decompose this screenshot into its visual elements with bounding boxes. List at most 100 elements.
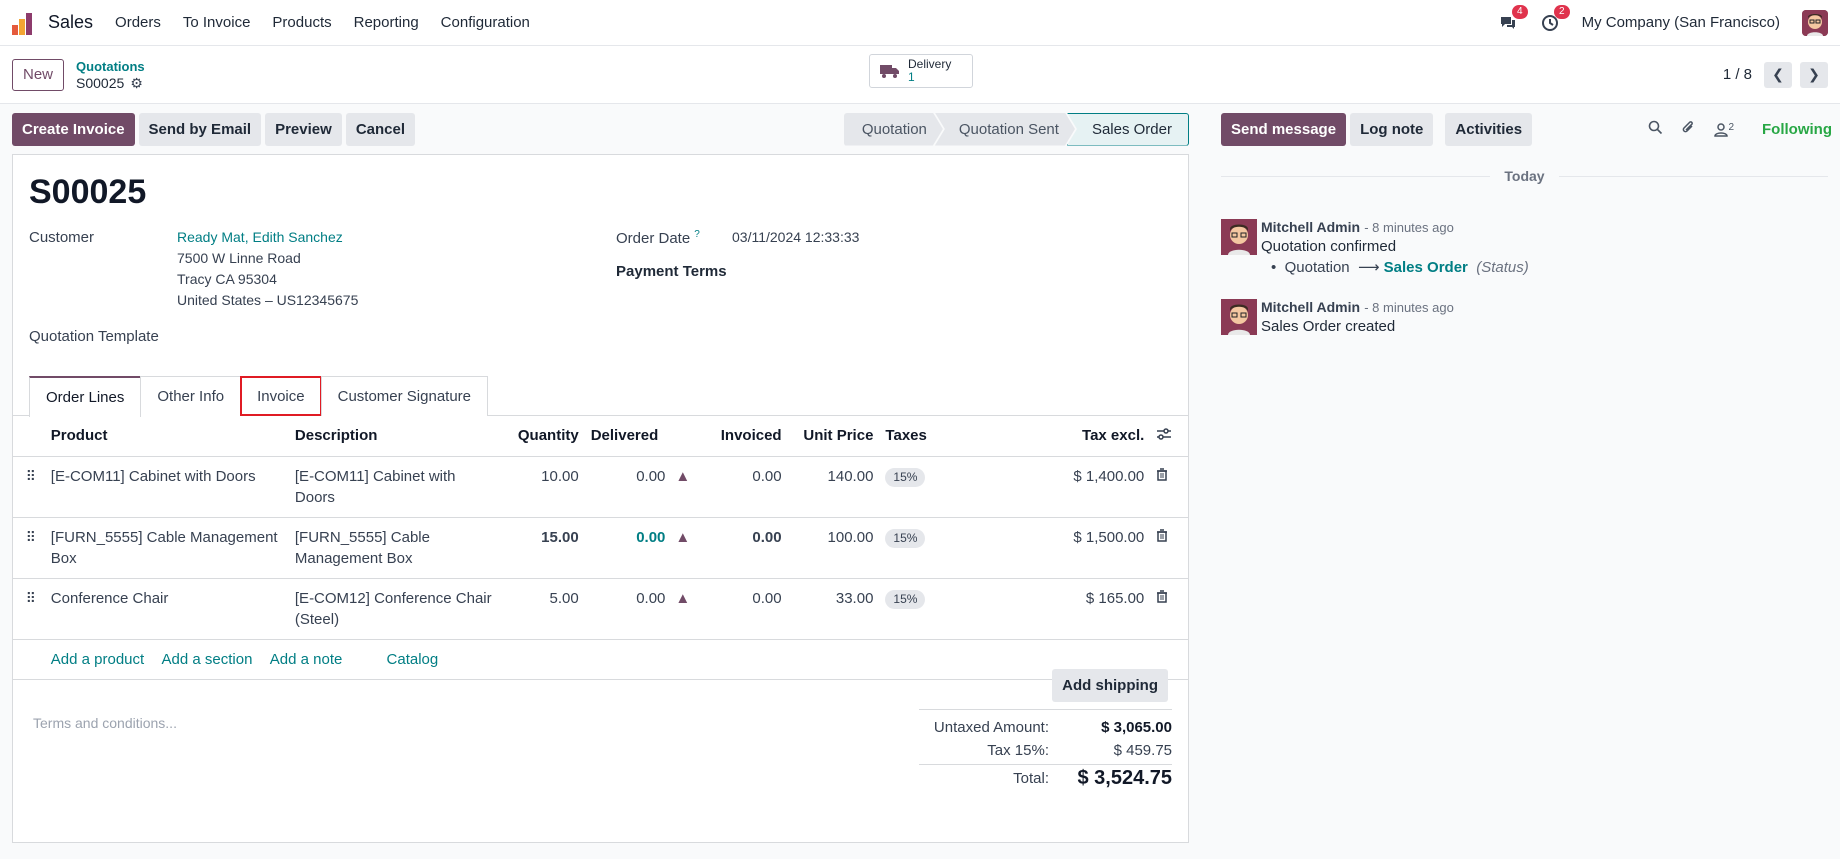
tab-order-lines[interactable]: Order Lines	[29, 376, 142, 417]
table-row[interactable]: ⠿ [FURN_5555] Cable Management Box [FURN…	[13, 517, 1188, 579]
trash-icon[interactable]	[1150, 578, 1188, 640]
line-quantity[interactable]: 5.00	[503, 578, 585, 640]
pager-next-icon[interactable]: ❯	[1800, 61, 1828, 88]
date-separator: Today	[1221, 164, 1828, 188]
line-unit-price[interactable]: 100.00	[787, 517, 880, 579]
pager-previous-icon[interactable]: ❮	[1764, 61, 1792, 88]
notebook-tabs: Order Lines Other Info Invoice Customer …	[29, 376, 1188, 417]
line-invoiced[interactable]: 0.00	[696, 517, 788, 579]
line-description[interactable]: [E-COM11] Cabinet with Doors	[288, 456, 504, 518]
sales-app-icon[interactable]	[12, 11, 38, 35]
line-taxes[interactable]: 15%	[879, 456, 969, 518]
col-unit-price[interactable]: Unit Price	[787, 416, 880, 457]
send-message-button[interactable]: Send message	[1221, 112, 1347, 146]
menu-orders[interactable]: Orders	[115, 14, 161, 31]
breadcrumb-quotations[interactable]: Quotations	[76, 58, 145, 74]
line-quantity[interactable]: 10.00	[503, 456, 585, 518]
line-delivered[interactable]: 0.00 ▲	[584, 578, 697, 640]
line-product[interactable]: [FURN_5555] Cable Management Box	[44, 517, 289, 579]
chatter-message: Mitchell Admin - 8 minutes ago Sales Ord…	[1221, 299, 1454, 337]
new-button[interactable]: New	[12, 58, 65, 91]
drag-handle-icon[interactable]: ⠿	[13, 517, 45, 579]
drag-handle-icon[interactable]: ⠿	[13, 578, 45, 640]
line-quantity[interactable]: 15.00	[503, 517, 585, 579]
stage-sales-order[interactable]: Sales Order	[1066, 112, 1189, 146]
add-shipping-button[interactable]: Add shipping	[1052, 669, 1168, 702]
breadcrumb-current-label: S00025	[76, 74, 125, 91]
forecast-graph-icon[interactable]: ▲	[675, 589, 691, 607]
line-description[interactable]: [FURN_5555] Cable Management Box	[288, 517, 504, 579]
tab-invoice[interactable]: Invoice	[240, 376, 322, 416]
menu-to-invoice[interactable]: To Invoice	[182, 14, 251, 31]
author-avatar[interactable]	[1221, 219, 1257, 255]
tax-tag: 15%	[885, 589, 926, 609]
author-avatar[interactable]	[1221, 299, 1257, 335]
forecast-graph-icon[interactable]: ▲	[675, 467, 691, 485]
message-time: - 8 minutes ago	[1364, 300, 1454, 315]
line-unit-price[interactable]: 33.00	[787, 578, 880, 640]
user-avatar[interactable]	[1802, 9, 1828, 36]
breadcrumb-current: S00025 ⚙	[76, 75, 145, 91]
col-product[interactable]: Product	[44, 416, 289, 457]
activities-clock-icon[interactable]: 2	[1540, 4, 1570, 33]
stage-quotation[interactable]: Quotation	[844, 113, 943, 146]
line-description[interactable]: [E-COM12] Conference Chair (Steel)	[288, 578, 504, 640]
activities-button[interactable]: Activities	[1445, 112, 1533, 146]
line-delivered[interactable]: 0.00 ▲	[584, 456, 697, 518]
col-taxes[interactable]: Taxes	[879, 416, 969, 457]
gear-icon[interactable]: ⚙	[130, 74, 143, 91]
line-delivered[interactable]: 0.00 ▲	[584, 517, 697, 579]
line-product[interactable]: Conference Chair	[44, 578, 289, 640]
menu-reporting[interactable]: Reporting	[353, 14, 419, 31]
forecast-graph-icon[interactable]: ▲	[675, 528, 691, 546]
create-invoice-button[interactable]: Create Invoice	[12, 112, 135, 146]
untaxed-amount-label: Untaxed Amount:	[933, 719, 1049, 736]
delivery-smart-button[interactable]: Delivery 1	[869, 54, 973, 88]
table-row[interactable]: ⠿ Conference Chair [E-COM12] Conference …	[13, 578, 1188, 640]
message-author[interactable]: Mitchell Admin	[1261, 219, 1361, 235]
add-section-link[interactable]: Add a section	[161, 650, 253, 668]
company-switcher[interactable]: My Company (San Francisco)	[1581, 14, 1780, 31]
help-icon[interactable]: ?	[694, 229, 700, 240]
add-product-link[interactable]: Add a product	[50, 650, 145, 668]
message-author[interactable]: Mitchell Admin	[1261, 299, 1361, 315]
menu-products[interactable]: Products	[272, 14, 332, 31]
line-unit-price[interactable]: 140.00	[787, 456, 880, 518]
col-tax-excl[interactable]: Tax excl.	[968, 416, 1151, 457]
col-delivered[interactable]: Delivered	[584, 416, 697, 457]
catalog-link[interactable]: Catalog	[386, 650, 439, 668]
line-delivered-value: 0.00	[636, 528, 666, 546]
trash-icon[interactable]	[1150, 517, 1188, 579]
table-row[interactable]: ⠿ [E-COM11] Cabinet with Doors [E-COM11]…	[13, 456, 1188, 518]
followers-icon[interactable]: 2	[1714, 122, 1734, 137]
menu-configuration[interactable]: Configuration	[440, 14, 530, 31]
customer-link[interactable]: Ready Mat, Edith Sanchez	[177, 229, 343, 245]
send-by-email-button[interactable]: Send by Email	[138, 112, 262, 146]
messages-icon[interactable]: 4	[1498, 4, 1528, 33]
log-note-button[interactable]: Log note	[1350, 112, 1434, 146]
line-taxes[interactable]: 15%	[879, 517, 969, 579]
paperclip-icon[interactable]	[1681, 120, 1696, 139]
line-invoiced[interactable]: 0.00	[696, 456, 788, 518]
add-note-link[interactable]: Add a note	[269, 650, 343, 668]
following-button[interactable]: Following	[1762, 120, 1832, 138]
optional-columns-icon[interactable]	[1150, 416, 1188, 457]
col-invoiced[interactable]: Invoiced	[696, 416, 788, 457]
app-name[interactable]: Sales	[48, 12, 94, 32]
stage-quotation-sent[interactable]: Quotation Sent	[935, 113, 1075, 146]
tab-other-info[interactable]: Other Info	[140, 376, 242, 416]
order-date-value[interactable]: 03/11/2024 12:33:33	[732, 229, 860, 245]
col-description[interactable]: Description	[288, 416, 504, 457]
pager-value[interactable]: 1 / 8	[1722, 66, 1752, 83]
line-invoiced[interactable]: 0.00	[696, 578, 788, 640]
trash-icon[interactable]	[1150, 456, 1188, 518]
line-product[interactable]: [E-COM11] Cabinet with Doors	[44, 456, 289, 518]
preview-button[interactable]: Preview	[265, 112, 342, 146]
search-icon[interactable]	[1648, 120, 1663, 139]
drag-handle-icon[interactable]: ⠿	[13, 456, 45, 518]
cancel-button[interactable]: Cancel	[345, 112, 416, 146]
col-quantity[interactable]: Quantity	[503, 416, 585, 457]
tab-customer-signature[interactable]: Customer Signature	[320, 376, 489, 416]
terms-and-conditions-field[interactable]: Terms and conditions...	[33, 715, 177, 731]
line-taxes[interactable]: 15%	[879, 578, 969, 640]
